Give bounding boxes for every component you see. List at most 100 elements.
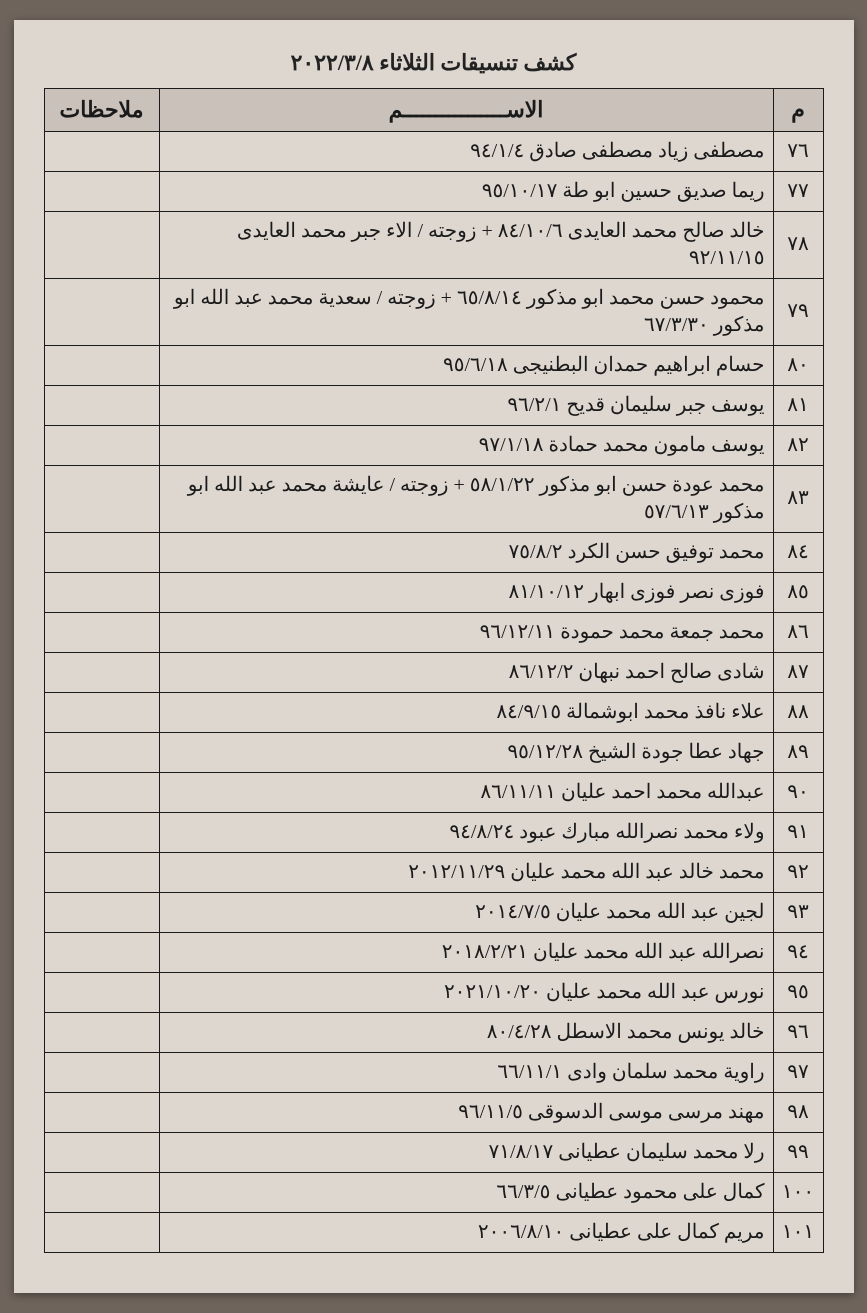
row-name: شادى صالح احمد نبهان ٨٦/١٢/٢: [159, 652, 773, 692]
row-notes: [44, 812, 159, 852]
table-row: ٩٩رلا محمد سليمان عطيانى ٧١/٨/١٧: [44, 1132, 823, 1172]
row-index: ٩٧: [773, 1052, 823, 1092]
row-name: مريم كمال على عطيانى ٢٠٠٦/٨/١٠: [159, 1212, 773, 1252]
row-index: ٨٩: [773, 732, 823, 772]
row-index: ٧٨: [773, 211, 823, 278]
table-row: ٨٠حسام ابراهيم حمدان البطنيجى ٩٥/٦/١٨: [44, 345, 823, 385]
row-name: خالد يونس محمد الاسطل ٨٠/٤/٢٨: [159, 1012, 773, 1052]
row-name: جهاد عطا جودة الشيخ ٩٥/١٢/٢٨: [159, 732, 773, 772]
row-notes: [44, 278, 159, 345]
row-notes: [44, 425, 159, 465]
row-index: ١٠٠: [773, 1172, 823, 1212]
row-notes: [44, 1212, 159, 1252]
col-index: م: [773, 89, 823, 132]
row-name: راوية محمد سلمان وادى ٦٦/١١/١: [159, 1052, 773, 1092]
table-row: ٧٩محمود حسن محمد ابو مذكور ٦٥/٨/١٤ + زوج…: [44, 278, 823, 345]
row-notes: [44, 345, 159, 385]
table-row: ٩٧راوية محمد سلمان وادى ٦٦/١١/١: [44, 1052, 823, 1092]
table-row: ٩٢محمد خالد عبد الله محمد عليان ٢٠١٢/١١/…: [44, 852, 823, 892]
row-name: كمال على محمود عطيانى ٦٦/٣/٥: [159, 1172, 773, 1212]
table-body: ٧٦مصطفى زياد مصطفى صادق ٩٤/١/٤٧٧ريما صدي…: [44, 131, 823, 1252]
table-row: ٩٣لجين عبد الله محمد عليان ٢٠١٤/٧/٥: [44, 892, 823, 932]
row-notes: [44, 972, 159, 1012]
row-index: ٧٦: [773, 131, 823, 171]
row-index: ٩٠: [773, 772, 823, 812]
row-index: ٨٦: [773, 612, 823, 652]
table-row: ٩٠عبدالله محمد احمد عليان ٨٦/١١/١١: [44, 772, 823, 812]
row-index: ١٠١: [773, 1212, 823, 1252]
table-row: ٩٨مهند مرسى موسى الدسوقى ٩٦/١١/٥: [44, 1092, 823, 1132]
table-row: ١٠٠كمال على محمود عطيانى ٦٦/٣/٥: [44, 1172, 823, 1212]
row-name: رلا محمد سليمان عطيانى ٧١/٨/١٧: [159, 1132, 773, 1172]
row-name: محمود حسن محمد ابو مذكور ٦٥/٨/١٤ + زوجته…: [159, 278, 773, 345]
row-index: ٩٩: [773, 1132, 823, 1172]
row-index: ٩١: [773, 812, 823, 852]
row-name: مهند مرسى موسى الدسوقى ٩٦/١١/٥: [159, 1092, 773, 1132]
table-header-row: م الاســــــــــــــــم ملاحظات: [44, 89, 823, 132]
table-row: ٩٥نورس عبد الله محمد عليان ٢٠٢١/١٠/٢٠: [44, 972, 823, 1012]
row-name: ولاء محمد نصرالله مبارك عبود ٩٤/٨/٢٤: [159, 812, 773, 852]
document-page: كشف تنسيقات الثلاثاء ٢٠٢٢/٣/٨ م الاســــ…: [14, 20, 854, 1293]
row-name: يوسف جبر سليمان قديح ٩٦/٢/١: [159, 385, 773, 425]
row-name: حسام ابراهيم حمدان البطنيجى ٩٥/٦/١٨: [159, 345, 773, 385]
row-name: مصطفى زياد مصطفى صادق ٩٤/١/٤: [159, 131, 773, 171]
row-notes: [44, 692, 159, 732]
row-notes: [44, 572, 159, 612]
row-notes: [44, 652, 159, 692]
col-notes: ملاحظات: [44, 89, 159, 132]
row-name: ريما صديق حسين ابو طة ٩٥/١٠/١٧: [159, 171, 773, 211]
row-notes: [44, 1132, 159, 1172]
row-name: علاء نافذ محمد ابوشمالة ٨٤/٩/١٥: [159, 692, 773, 732]
row-index: ٧٧: [773, 171, 823, 211]
table-row: ٩٤نصرالله عبد الله محمد عليان ٢٠١٨/٢/٢١: [44, 932, 823, 972]
row-notes: [44, 852, 159, 892]
row-index: ٨٣: [773, 465, 823, 532]
row-name: محمد جمعة محمد حمودة ٩٦/١٢/١١: [159, 612, 773, 652]
row-index: ٨٧: [773, 652, 823, 692]
col-name: الاســــــــــــــــم: [159, 89, 773, 132]
table-row: ٧٧ريما صديق حسين ابو طة ٩٥/١٠/١٧: [44, 171, 823, 211]
row-notes: [44, 385, 159, 425]
row-index: ٨٤: [773, 532, 823, 572]
row-name: محمد عودة حسن ابو مذكور ٥٨/١/٢٢ + زوجته …: [159, 465, 773, 532]
row-notes: [44, 131, 159, 171]
table-row: ٨٤محمد توفيق حسن الكرد ٧٥/٨/٢: [44, 532, 823, 572]
table-row: ٨٥فوزى نصر فوزى ابهار ٨١/١٠/١٢: [44, 572, 823, 612]
row-index: ٩٣: [773, 892, 823, 932]
page-title: كشف تنسيقات الثلاثاء ٢٠٢٢/٣/٨: [44, 50, 824, 76]
row-notes: [44, 1172, 159, 1212]
row-name: لجين عبد الله محمد عليان ٢٠١٤/٧/٥: [159, 892, 773, 932]
table-row: ٩١ولاء محمد نصرالله مبارك عبود ٩٤/٨/٢٤: [44, 812, 823, 852]
table-row: ٩٦خالد يونس محمد الاسطل ٨٠/٤/٢٨: [44, 1012, 823, 1052]
table-row: ٨٢يوسف مامون محمد حمادة ٩٧/١/١٨: [44, 425, 823, 465]
row-notes: [44, 171, 159, 211]
table-row: ١٠١مريم كمال على عطيانى ٢٠٠٦/٨/١٠: [44, 1212, 823, 1252]
row-notes: [44, 772, 159, 812]
row-name: محمد خالد عبد الله محمد عليان ٢٠١٢/١١/٢٩: [159, 852, 773, 892]
table-row: ٨٩جهاد عطا جودة الشيخ ٩٥/١٢/٢٨: [44, 732, 823, 772]
row-notes: [44, 892, 159, 932]
row-index: ٩٨: [773, 1092, 823, 1132]
row-index: ٩٢: [773, 852, 823, 892]
row-index: ٨٠: [773, 345, 823, 385]
row-name: محمد توفيق حسن الكرد ٧٥/٨/٢: [159, 532, 773, 572]
row-name: يوسف مامون محمد حمادة ٩٧/١/١٨: [159, 425, 773, 465]
table-row: ٨٦محمد جمعة محمد حمودة ٩٦/١٢/١١: [44, 612, 823, 652]
table-row: ٧٦مصطفى زياد مصطفى صادق ٩٤/١/٤: [44, 131, 823, 171]
row-notes: [44, 1012, 159, 1052]
row-notes: [44, 1092, 159, 1132]
row-name: عبدالله محمد احمد عليان ٨٦/١١/١١: [159, 772, 773, 812]
row-notes: [44, 211, 159, 278]
row-name: نصرالله عبد الله محمد عليان ٢٠١٨/٢/٢١: [159, 932, 773, 972]
table-row: ٧٨خالد صالح محمد العايدى ٨٤/١٠/٦ + زوجته…: [44, 211, 823, 278]
row-name: خالد صالح محمد العايدى ٨٤/١٠/٦ + زوجته /…: [159, 211, 773, 278]
names-table: م الاســــــــــــــــم ملاحظات ٧٦مصطفى …: [44, 88, 824, 1253]
row-name: فوزى نصر فوزى ابهار ٨١/١٠/١٢: [159, 572, 773, 612]
table-row: ٨١يوسف جبر سليمان قديح ٩٦/٢/١: [44, 385, 823, 425]
row-notes: [44, 465, 159, 532]
row-name: نورس عبد الله محمد عليان ٢٠٢١/١٠/٢٠: [159, 972, 773, 1012]
row-notes: [44, 612, 159, 652]
row-index: ٨٥: [773, 572, 823, 612]
row-notes: [44, 532, 159, 572]
table-row: ٨٨علاء نافذ محمد ابوشمالة ٨٤/٩/١٥: [44, 692, 823, 732]
